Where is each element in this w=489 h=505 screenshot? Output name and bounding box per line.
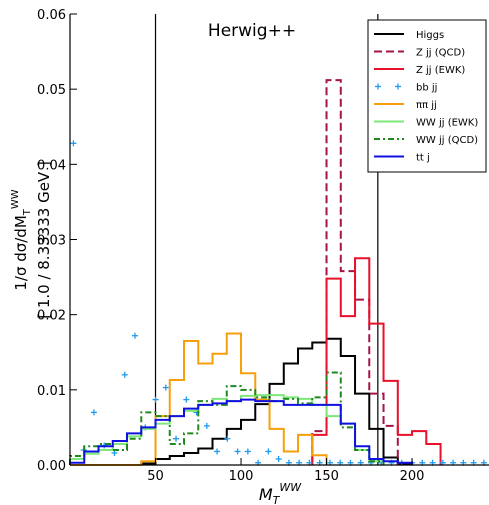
legend-item: tt j xyxy=(374,153,430,164)
x-tick-label: 50 xyxy=(147,469,164,484)
y-tick-label: 0.03 xyxy=(37,234,66,249)
bb-marker xyxy=(70,140,77,147)
legend-item: ππ jj xyxy=(374,100,437,111)
y-axis-bin-label: [ 1.0 / 8.33333 GeV ] xyxy=(35,161,53,319)
legend-label: bb jj xyxy=(416,83,437,94)
bb-marker xyxy=(265,448,272,455)
y-tick-label: 0.04 xyxy=(37,158,66,173)
svg-text:1/σ dσ/dMTWW: 1/σ dσ/dMTWW xyxy=(10,189,33,290)
legend-label: WW jj (QCD) xyxy=(416,135,478,146)
legend-label: Higgs xyxy=(416,30,444,41)
legend-label: WW jj (EWK) xyxy=(416,118,478,129)
ticks: 0.00 0.01 0.02 0.03 0.04 0.05 0.06 50 100 150 200 xyxy=(37,8,424,484)
legend-item: Higgs xyxy=(374,30,444,41)
y-tick-label: 0.00 xyxy=(37,459,66,474)
y-tick-label: 0.05 xyxy=(37,83,66,98)
series-1-histogram xyxy=(311,79,399,465)
series-5-histogram xyxy=(69,394,385,465)
x-tick-label: 200 xyxy=(400,469,425,484)
bb-marker xyxy=(224,435,231,442)
legend-item: WW jj (EWK) xyxy=(374,118,478,129)
y-tick-label: 0.01 xyxy=(37,384,66,399)
series-2-histogram xyxy=(311,257,442,465)
legend-label: tt j xyxy=(416,153,430,164)
x-axis-label: MTWW xyxy=(259,481,302,505)
bb-marker xyxy=(162,384,169,391)
bb-marker xyxy=(275,455,282,462)
legend-item: WW jj (QCD) xyxy=(374,135,478,146)
series-6-histogram xyxy=(69,371,385,465)
bb-marker xyxy=(214,448,221,455)
bb-marker xyxy=(152,396,159,403)
bb-marker xyxy=(111,449,118,456)
bb-marker xyxy=(244,448,251,455)
y-tick-label: 0.06 xyxy=(37,8,66,23)
bb-marker xyxy=(131,332,138,339)
legend-label: Z jj (EWK) xyxy=(416,65,465,76)
chart-title: Herwig++ xyxy=(208,21,296,41)
bb-marker xyxy=(234,448,241,455)
y-tick-label: 0.02 xyxy=(37,309,66,324)
y-axis-label: 1/σ dσ/dMTWW [ 1.0 / 8.33333 GeV ] xyxy=(10,161,53,319)
legend: Higgs Z jj (QCD) Z jj (EWK) bb jj ππ jj WW jj… xyxy=(367,19,487,173)
legend-item: bb jj xyxy=(375,83,437,94)
bb-marker xyxy=(173,435,180,442)
x-tick-label: 100 xyxy=(229,469,254,484)
series-4-histogram xyxy=(70,332,328,466)
series-7-histogram xyxy=(69,398,414,465)
bb-marker xyxy=(183,396,190,403)
legend-box xyxy=(367,19,487,173)
legend-label: ππ jj xyxy=(416,100,437,111)
bb-marker xyxy=(121,371,128,378)
x-tick-label: 150 xyxy=(314,469,339,484)
legend-item: Z jj (QCD) xyxy=(374,48,465,59)
bb-marker xyxy=(203,422,210,429)
bb-marker xyxy=(90,409,97,416)
legend-label: Z jj (QCD) xyxy=(416,48,465,59)
legend-item: Z jj (EWK) xyxy=(374,65,465,76)
